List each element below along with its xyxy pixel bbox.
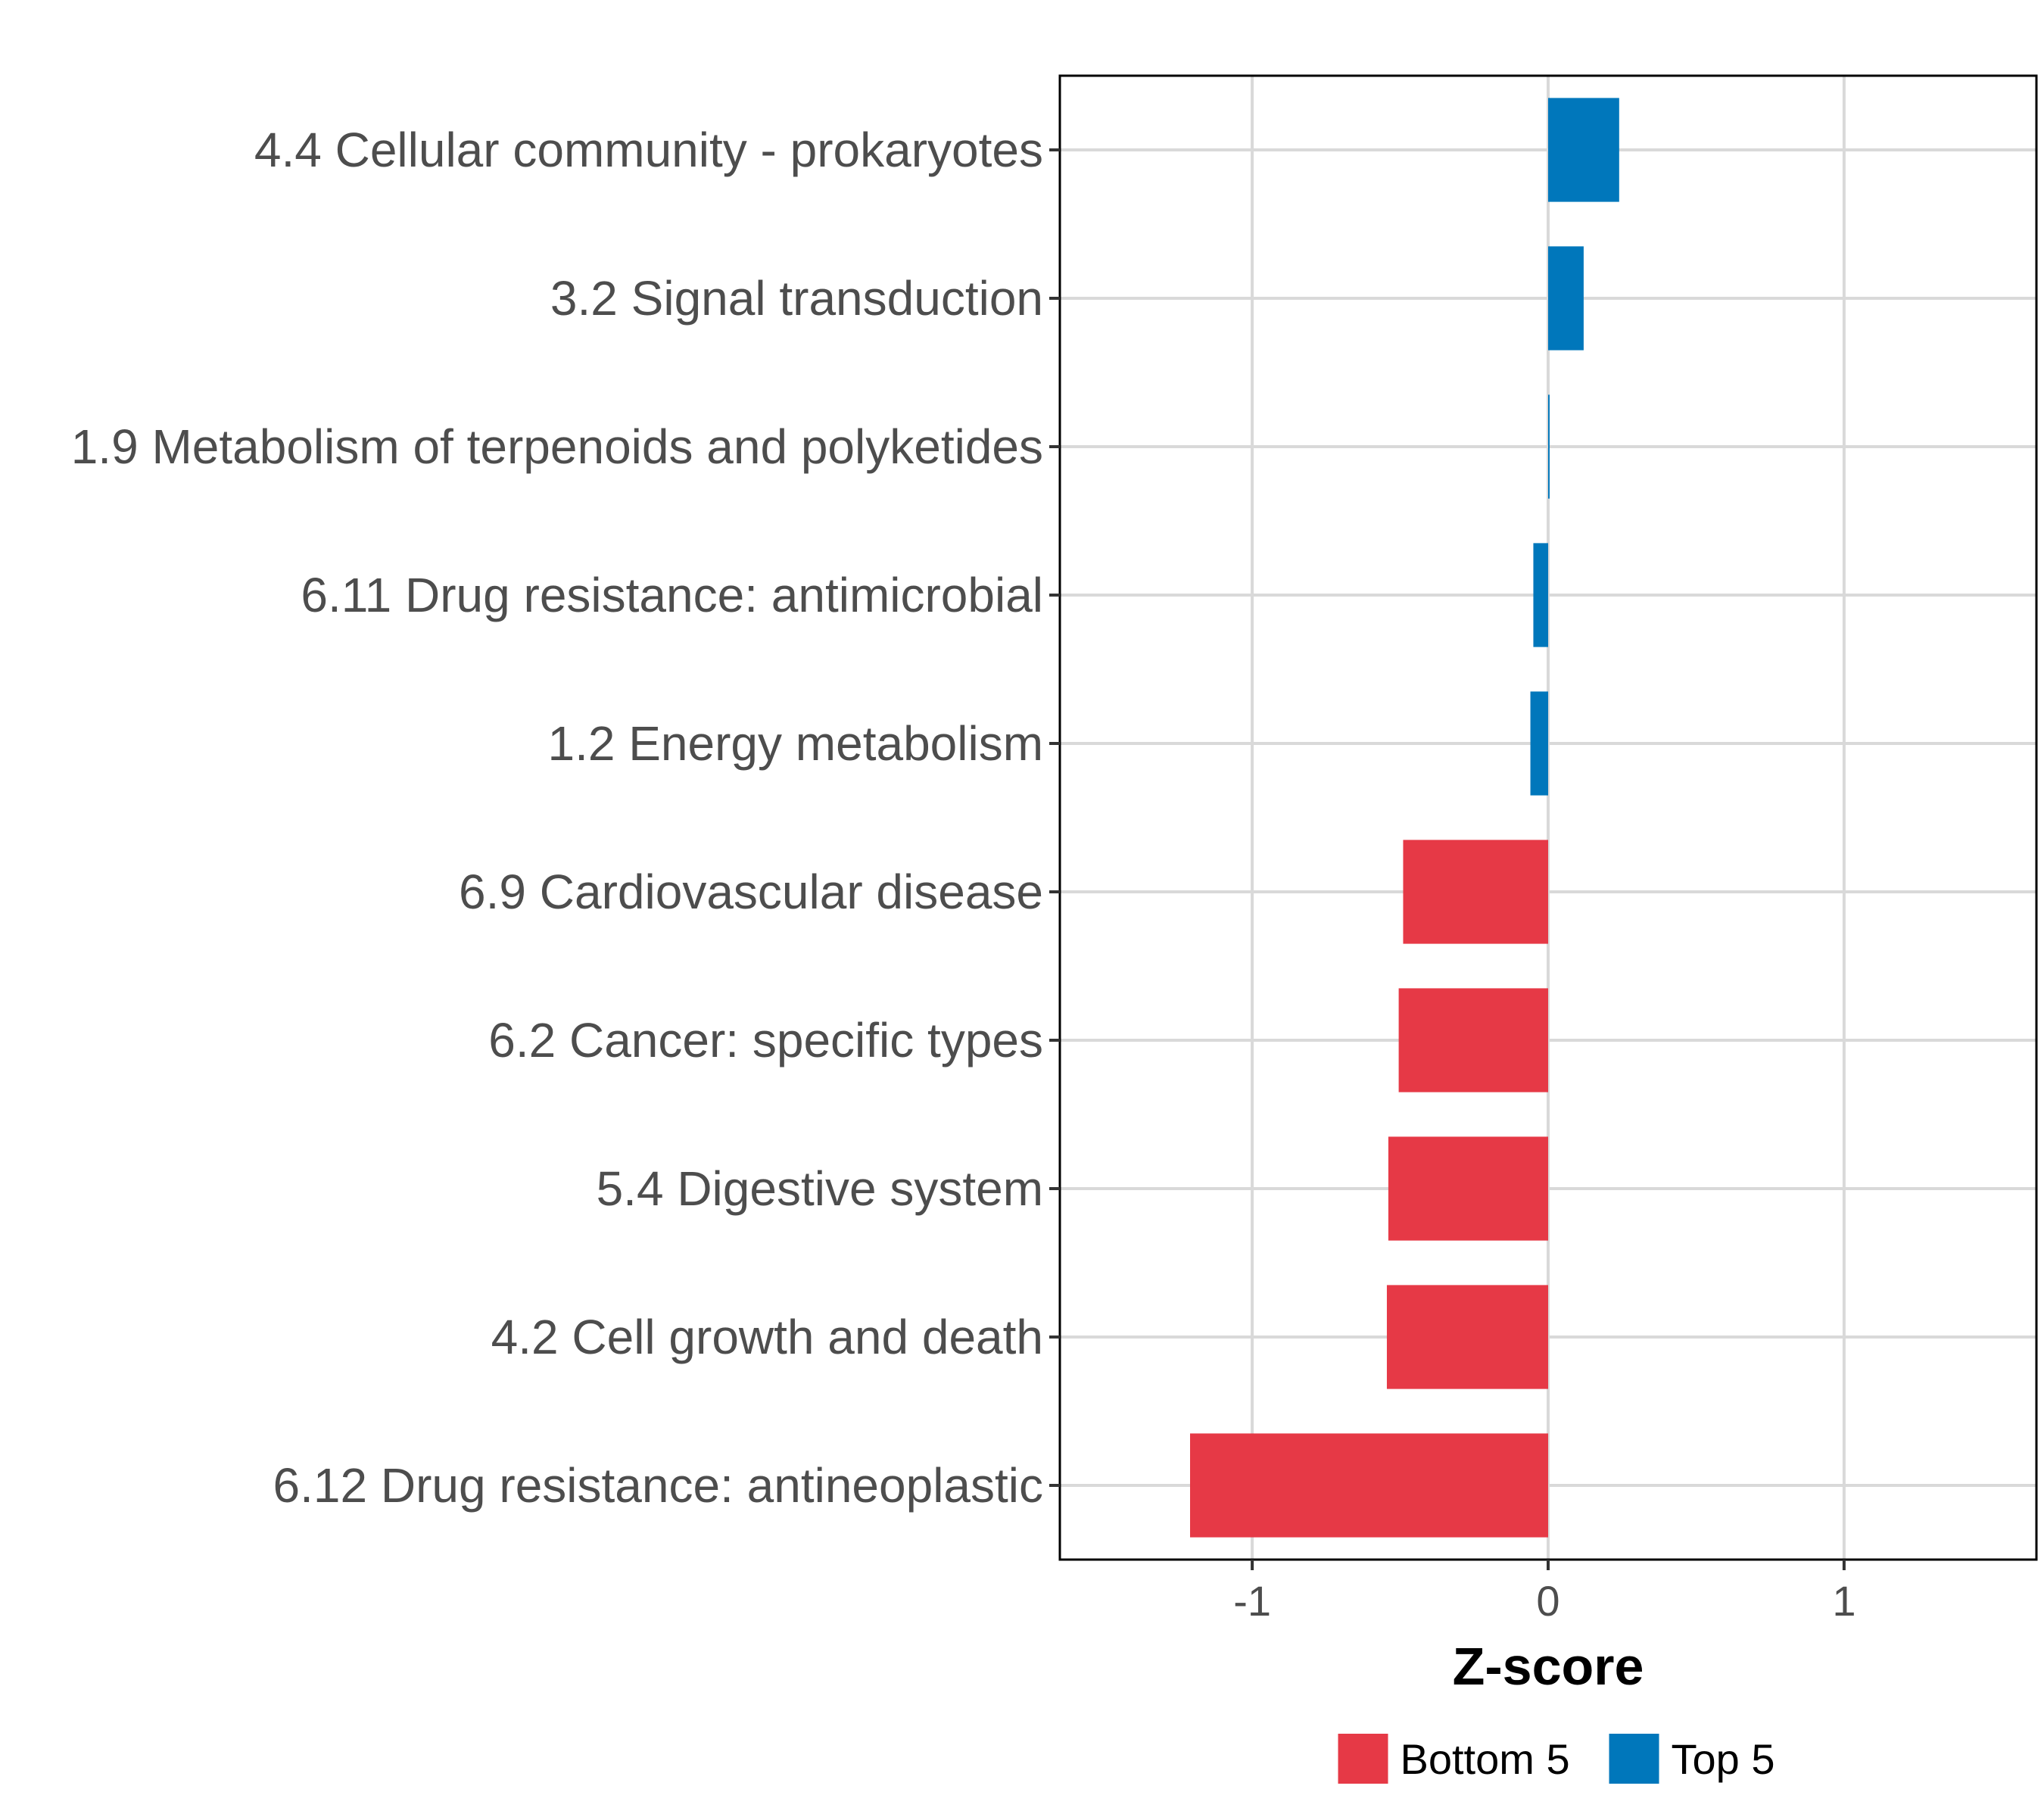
y-tick-label-7: 5.4 Digestive system [597, 1161, 1043, 1216]
y-tick-label-0: 4.4 Cellular community - prokaryotes [254, 123, 1043, 177]
y-tick-label-3: 6.11 Drug resistance: antimicrobial [301, 568, 1043, 622]
y-tick-label-8: 4.2 Cell growth and death [491, 1310, 1043, 1364]
legend-key-1 [1609, 1734, 1659, 1784]
bar-1 [1548, 246, 1584, 351]
y-tick-label-5: 6.9 Cardiovascular disease [459, 865, 1043, 919]
x-tick-label-2: 1 [1832, 1577, 1855, 1625]
x-axis-title: Z-score [1453, 1637, 1644, 1696]
y-tick-label-6: 6.2 Cancer: specific types [488, 1013, 1043, 1067]
bar-3 [1533, 543, 1548, 647]
bar-6 [1398, 988, 1548, 1092]
bar-4 [1530, 691, 1548, 796]
x-tick-label-1: 0 [1536, 1577, 1559, 1625]
y-tick-label-1: 3.2 Signal transduction [550, 271, 1043, 326]
bar-9 [1190, 1433, 1548, 1538]
legend-label-1: Top 5 [1672, 1735, 1775, 1783]
legend-key-0 [1338, 1734, 1388, 1784]
legend: Bottom 5 Top 5 [1338, 1734, 1775, 1784]
y-tick-label-4: 1.2 Energy metabolism [547, 716, 1043, 771]
x-tick-label-0: -1 [1233, 1577, 1271, 1625]
axes: 4.4 Cellular community - prokaryotes 3.2 … [71, 123, 1856, 1625]
bar-7 [1388, 1136, 1548, 1241]
bar-0 [1548, 98, 1619, 202]
y-tick-label-9: 6.12 Drug resistance: antineoplastic [273, 1458, 1043, 1513]
legend-label-0: Bottom 5 [1401, 1735, 1570, 1783]
bars [1190, 98, 1619, 1538]
bar-5 [1403, 840, 1548, 944]
bar-8 [1386, 1285, 1548, 1389]
bar-2 [1548, 394, 1550, 499]
y-tick-label-2: 1.9 Metabolism of terpenoids and polyket… [71, 419, 1043, 474]
